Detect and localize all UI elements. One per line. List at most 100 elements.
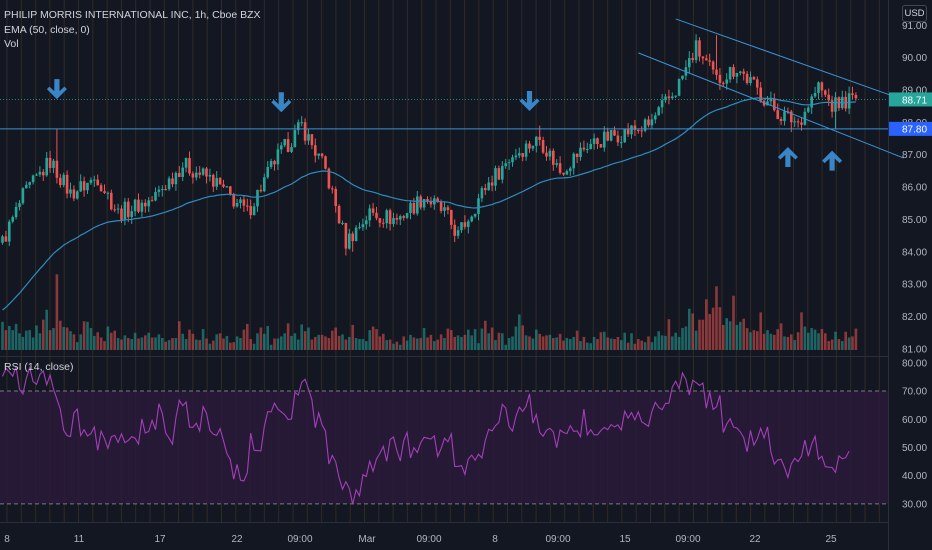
rsi-line — [1, 365, 850, 505]
volume-bar — [35, 325, 38, 350]
candle-body — [82, 181, 86, 191]
candle-body — [609, 130, 613, 141]
volume-bar — [116, 337, 120, 350]
volume-bar — [222, 338, 225, 350]
candle-body — [715, 69, 718, 75]
candle-body — [759, 87, 762, 101]
volume-bar — [419, 337, 422, 350]
candle-body — [674, 95, 677, 97]
candle-body — [783, 111, 786, 121]
volume-bar — [127, 337, 130, 350]
volume-bar — [613, 339, 616, 350]
volume-bar — [392, 343, 395, 350]
candle-body — [229, 186, 232, 194]
candle-body — [681, 75, 684, 79]
arrow-down-icon — [271, 92, 292, 113]
volume-bar — [259, 327, 263, 350]
ema-line — [2, 97, 856, 311]
volume-bar — [494, 340, 497, 350]
volume-bar — [331, 330, 334, 350]
candle-body — [191, 173, 195, 178]
ema-legend[interactable]: EMA (50, close, 0) — [4, 24, 90, 36]
candle-body — [453, 224, 456, 236]
rsi-axis-ticks: 30.00 40.00 50.00 60.00 70.00 80.00 — [902, 358, 927, 510]
candle-body — [28, 182, 31, 185]
candle-body — [252, 206, 256, 216]
candle-body — [521, 153, 524, 157]
volume-bar — [681, 328, 684, 350]
volume-bar — [626, 342, 630, 350]
candle-body — [195, 172, 198, 178]
volume-bar — [677, 336, 681, 350]
candle-body — [76, 191, 79, 199]
volume-bar — [337, 335, 341, 350]
volume-bar — [314, 336, 317, 350]
candle-body — [388, 210, 392, 225]
currency-button[interactable]: USD — [902, 5, 927, 22]
candle-body — [150, 200, 154, 202]
candle-body — [348, 233, 351, 249]
candle-body — [276, 149, 280, 165]
volume-bar — [365, 341, 368, 350]
volume-bar — [242, 329, 246, 350]
volume-bar — [562, 340, 565, 350]
candle-body — [613, 130, 616, 136]
candle-body — [130, 211, 133, 218]
candle-body — [35, 174, 38, 176]
volume-bar — [558, 333, 562, 350]
volume-bar — [463, 334, 467, 350]
candle-body — [269, 161, 273, 167]
candle-body — [817, 82, 820, 93]
rsi-legend[interactable]: RSI (14, close) — [4, 361, 74, 373]
volume-bar — [837, 339, 841, 350]
candle-body — [93, 179, 96, 181]
candle-body — [545, 152, 548, 157]
volume-bar — [769, 333, 773, 350]
volume-bar — [402, 336, 405, 350]
candle-body — [368, 208, 371, 221]
candle-body — [310, 134, 314, 146]
candle-body — [140, 202, 144, 212]
candle-body — [834, 97, 837, 112]
candle-body — [201, 168, 205, 175]
candle-body — [572, 153, 575, 169]
volume-legend[interactable]: Vol — [4, 38, 19, 50]
candle-body — [123, 201, 127, 220]
volume-bar — [11, 330, 14, 350]
volume-bars — [1, 274, 858, 350]
time-tick-label: 09:00 — [675, 534, 700, 545]
candle-body — [854, 94, 858, 99]
candle-body — [256, 189, 259, 207]
volume-bar — [538, 333, 541, 350]
candle-body — [569, 168, 572, 172]
volume-bar — [620, 340, 623, 350]
candle-body — [847, 93, 851, 109]
volume-bar — [239, 337, 242, 350]
volume-bar — [667, 319, 671, 350]
symbol-title[interactable]: PHILIP MORRIS INTERNATIONAL INC, 1h, Cbo… — [4, 9, 261, 21]
candle-body — [25, 184, 28, 189]
volume-bar — [824, 333, 827, 350]
candle-body — [337, 205, 341, 224]
volume-bar — [8, 325, 11, 350]
volume-bar — [630, 333, 633, 350]
candle-body — [722, 82, 725, 84]
volume-bar — [76, 342, 79, 350]
volume-bar — [484, 320, 487, 350]
volume-bar — [446, 328, 450, 350]
time-tick-label: Mar — [358, 534, 376, 545]
candle-body — [79, 181, 82, 192]
time-tick-label: 22 — [231, 534, 243, 545]
volume-bar — [705, 299, 708, 350]
volume-bar — [286, 323, 290, 350]
candle-body — [779, 119, 783, 121]
time-tick-label: 09:00 — [545, 534, 570, 545]
volume-bar — [252, 343, 256, 350]
candle-body — [769, 98, 773, 102]
candle-body — [48, 157, 52, 168]
volume-bar — [18, 333, 21, 350]
volume-bar — [65, 327, 69, 350]
candle-body — [133, 199, 137, 212]
volume-bar — [711, 307, 715, 350]
